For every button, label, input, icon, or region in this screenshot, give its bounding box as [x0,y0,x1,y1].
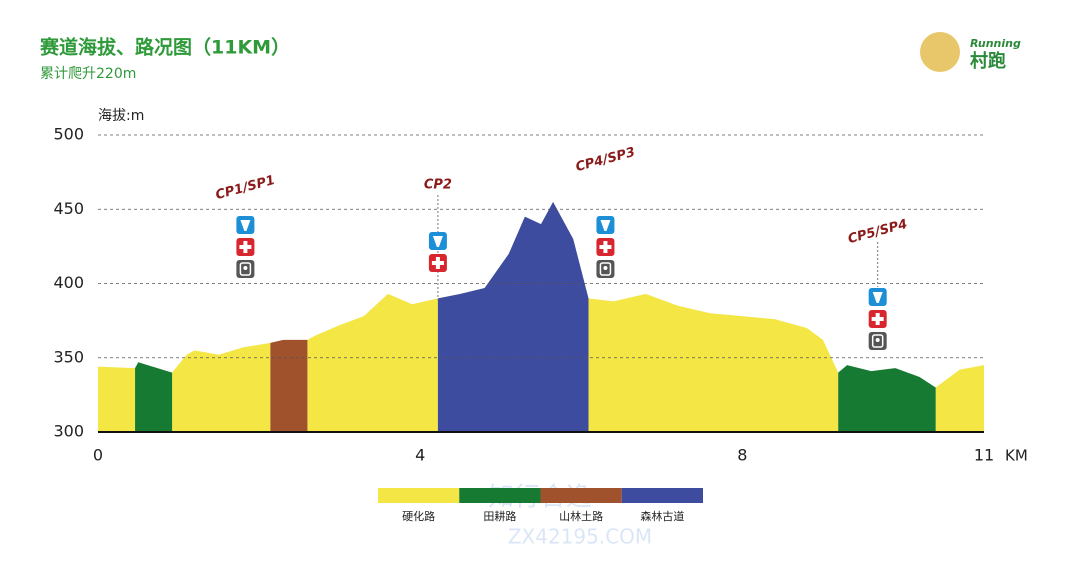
chart-title: 赛道海拔、路况图（11KM） [39,36,290,59]
legend-swatch [459,488,541,503]
checkpoint-icon [868,288,887,306]
x-tick-label: 0 [93,446,103,465]
icon-glyph [600,220,611,231]
legend-swatch [540,488,622,503]
checkpoint-label: CP4/SP3 [574,145,637,175]
checkpoint-icon [236,238,255,256]
elevation-area [135,362,936,432]
checkpoint-icon [236,216,255,234]
x-tick-label: 11 [974,446,994,465]
legend-label: 硬化路 [402,509,435,523]
watermark-text: ZX42195.COM [508,525,652,549]
checkpoint-icon [428,254,447,272]
checkpoint-icon [868,332,887,350]
y-tick-label: 350 [53,347,84,366]
elevation-area [270,339,308,432]
elevation-area [98,293,984,432]
legend-swatch [378,488,460,503]
logo: Running 村跑 [920,32,1021,72]
checkpoint-label: CP2 [424,178,452,193]
logo-text: 村跑 [970,50,1006,72]
x-tick-label: 8 [737,446,747,465]
logo-text: Running [970,37,1021,50]
y-tick-label: 300 [53,422,84,441]
legend-label: 田耕路 [483,509,516,523]
icon-glyph [603,266,608,270]
x-tick-label: 4 [415,446,425,465]
icon-glyph [431,261,444,265]
checkpoint-icon [596,216,615,234]
checkpoint-icon [868,310,887,328]
icon-glyph [871,317,884,321]
x-axis-label: KM [1005,447,1028,465]
chart-subtitle: 累计爬升220m [40,66,136,82]
y-tick-label: 500 [53,125,84,144]
y-tick-label: 400 [53,273,84,292]
icon-glyph [432,236,443,247]
icon-glyph [875,338,880,342]
y-axis-label: 海拔:m [98,108,144,124]
checkpoint-icon [596,238,615,256]
checkpoint-icon [428,232,447,250]
icon-glyph [872,292,883,303]
icon-glyph [239,262,252,276]
legend-label: 森林古道 [640,509,684,523]
legend-label: 山林土路 [559,509,603,523]
icon-glyph [599,262,612,276]
y-tick-label: 450 [53,199,84,218]
icon-glyph [243,266,248,270]
icon-glyph [240,220,251,231]
icon-glyph [871,334,884,348]
logo-icon [920,32,960,72]
checkpoint-label: CP1/SP1 [214,173,277,203]
checkpoint-icon [236,260,255,278]
elevation-area [437,201,589,432]
icon-glyph [239,245,252,249]
icon-glyph [599,245,612,249]
checkpoint-icon [596,260,615,278]
legend-swatch [621,488,703,503]
